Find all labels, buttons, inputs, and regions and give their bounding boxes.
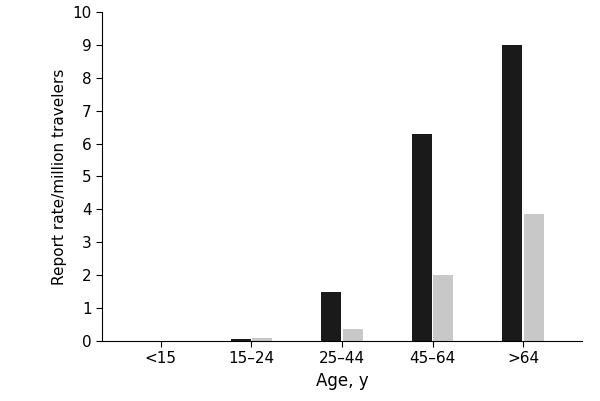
X-axis label: Age, y: Age, y <box>316 372 368 390</box>
Bar <box>433 275 454 341</box>
Bar <box>412 134 431 341</box>
Y-axis label: Report rate/million travelers: Report rate/million travelers <box>52 68 67 285</box>
Bar <box>253 338 272 341</box>
Bar <box>502 45 522 341</box>
Bar <box>230 339 251 341</box>
Bar <box>321 292 341 341</box>
Bar <box>343 329 363 341</box>
Bar <box>524 214 544 341</box>
